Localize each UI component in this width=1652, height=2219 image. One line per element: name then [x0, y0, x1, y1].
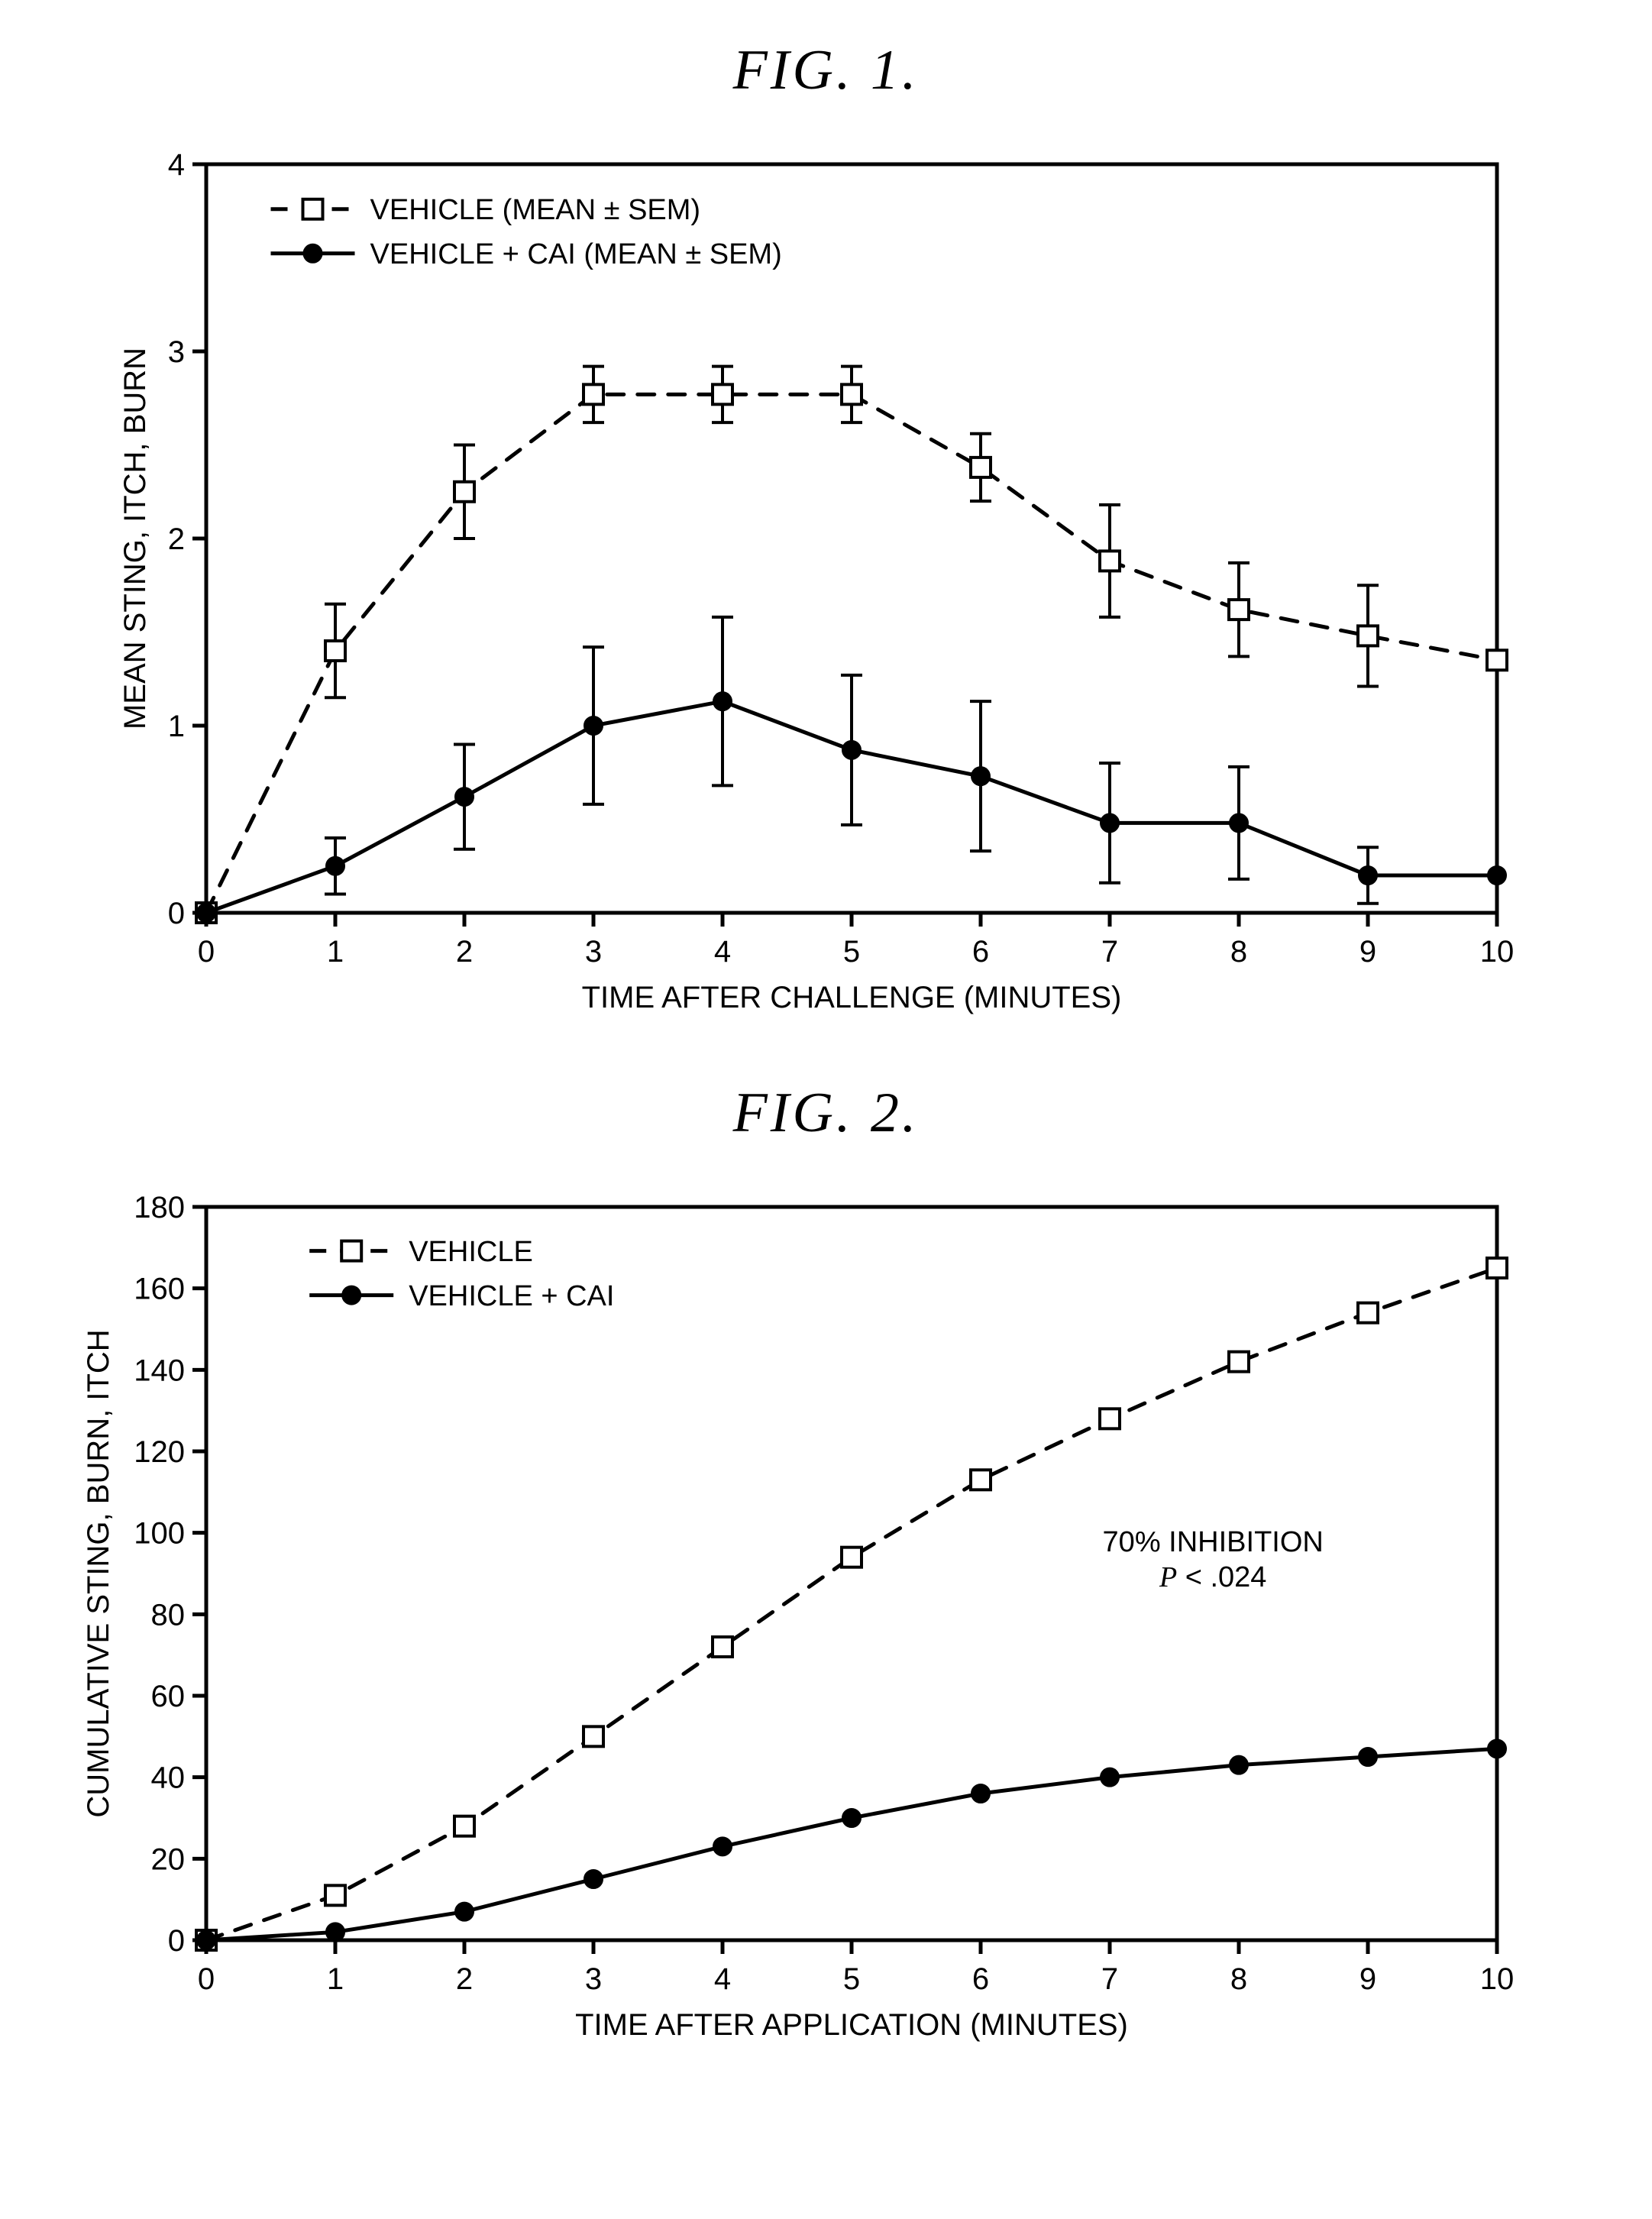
series-line-vehicle_cai: [206, 1748, 1497, 1940]
y-tick-label: 1: [168, 710, 185, 743]
figure-2-chart: 012345678910020406080100120140160180TIME…: [46, 1161, 1606, 2062]
x-tick-label: 9: [1359, 1962, 1376, 1996]
x-tick-label: 8: [1230, 1962, 1247, 1996]
x-tick-label: 9: [1359, 935, 1376, 969]
x-tick-label: 2: [456, 1962, 473, 1996]
figure-2-title: FIG. 2.: [46, 1081, 1606, 1146]
x-tick-label: 5: [843, 1962, 860, 1996]
x-tick-label: 4: [714, 935, 731, 969]
y-axis-label: CUMULATIVE STING, BURN, ITCH: [82, 1329, 115, 1817]
series-line-vehicle: [206, 1268, 1497, 1940]
y-tick-label: 120: [134, 1435, 185, 1469]
plot-frame: [206, 1207, 1497, 1940]
page: FIG. 1. 01234567891001234TIME AFTER CHAL…: [0, 0, 1652, 2154]
y-tick-label: 20: [151, 1842, 186, 1876]
x-axis-label: TIME AFTER CHALLENGE (MINUTES): [582, 981, 1122, 1014]
legend-label: VEHICLE (MEAN ± SEM): [370, 194, 701, 226]
y-tick-label: 0: [168, 1924, 185, 1958]
chart-annotation: 70% INHIBITION: [1103, 1526, 1324, 1558]
x-tick-label: 1: [327, 1962, 344, 1996]
x-tick-label: 2: [456, 935, 473, 969]
y-tick-label: 0: [168, 897, 185, 930]
figure-1-chart: 0 1 2 3 4 5 6 7 8 9 10 0 1 2 3 4 TIME AFTER CHALLENGE (M…: [46, 118, 1606, 1035]
x-tick-label: 7: [1101, 1962, 1118, 1996]
y-tick-label: 100: [134, 1517, 185, 1551]
x-tick-label: 0: [198, 1962, 215, 1996]
y-tick-label: 160: [134, 1273, 185, 1306]
x-tick-label: 10: [1480, 1962, 1515, 1996]
x-axis-label: TIME AFTER APPLICATION (MINUTES): [575, 2008, 1128, 2042]
x-tick-label: 8: [1230, 935, 1247, 969]
y-tick-label: 2: [168, 522, 185, 556]
y-tick-label: 180: [134, 1191, 185, 1224]
x-tick-label: 6: [972, 935, 989, 969]
x-tick-label: 0: [198, 935, 215, 969]
x-tick-label: 6: [972, 1962, 989, 1996]
x-tick-label: 1: [327, 935, 344, 969]
figure-1-title: FIG. 1.: [46, 38, 1606, 103]
x-tick-label: 3: [585, 1962, 602, 1996]
y-axis-label: MEAN STING, ITCH, BURN: [118, 348, 152, 729]
x-tick-label: 7: [1101, 935, 1118, 969]
legend-label: VEHICLE: [409, 1236, 533, 1268]
series-line-vehicle: [206, 394, 1497, 913]
y-tick-label: 3: [168, 335, 185, 369]
y-tick-label: 4: [168, 148, 185, 182]
x-tick-label: 4: [714, 1962, 731, 1996]
legend-label: VEHICLE + CAI: [409, 1280, 614, 1312]
y-tick-label: 40: [151, 1761, 186, 1795]
x-tick-label: 3: [585, 935, 602, 969]
x-tick-label: 10: [1480, 935, 1515, 969]
y-tick-label: 60: [151, 1680, 186, 1713]
y-tick-label: 140: [134, 1354, 185, 1387]
chart-annotation: P < .024: [1159, 1561, 1266, 1593]
y-tick-label: 80: [151, 1598, 186, 1632]
legend-label: VEHICLE + CAI (MEAN ± SEM): [370, 238, 782, 270]
x-tick-label: 5: [843, 935, 860, 969]
